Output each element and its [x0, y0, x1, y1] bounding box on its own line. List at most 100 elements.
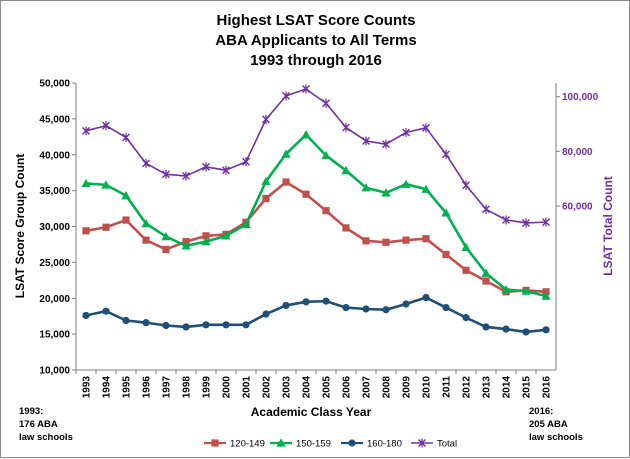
x-tick-label: 2005: [322, 376, 333, 399]
point-total: [362, 136, 370, 146]
legend-marker: [276, 438, 286, 447]
point-160-180: [162, 321, 170, 330]
left-tick-label: 20,000: [39, 294, 70, 305]
point-total: [82, 126, 90, 136]
right-tick-label: 60,000: [562, 202, 593, 213]
left-tick-label: 15,000: [39, 330, 70, 341]
point-150-159: [281, 149, 291, 158]
point-120-149: [482, 277, 490, 285]
point-160-180: [382, 306, 390, 314]
point-120-149: [382, 238, 390, 246]
legend-marker: [348, 439, 356, 447]
point-120-149: [442, 250, 450, 259]
line-150-159: [85, 133, 547, 298]
point-total: [482, 204, 490, 214]
point-total: [502, 215, 510, 225]
left-tick-label: 45,000: [39, 114, 70, 125]
point-150-159: [121, 191, 131, 200]
title-line-2: ABA Applicants to All Terms: [215, 32, 416, 49]
point-total: [122, 132, 130, 142]
legend-label: Total: [437, 439, 457, 450]
x-tick-label: 1996: [142, 376, 153, 399]
x-ticks: 1993 1994 1995 1996 1997 1998 1999 2000 2001 2002…: [75, 370, 553, 399]
y-axis-title: LSAT Score Group Count: [13, 154, 27, 298]
legend-item-160-180: 160-180: [341, 439, 402, 450]
left-tick-label: 30,000: [39, 222, 70, 233]
x-tick-label: 1997: [162, 376, 173, 399]
point-160-180: [402, 300, 410, 308]
point-150-159: [321, 150, 331, 160]
x-tick-label: 2009: [402, 376, 413, 399]
point-total: [302, 84, 310, 94]
point-total: [542, 217, 550, 227]
point-total: [322, 98, 330, 108]
point-total: [202, 162, 210, 172]
point-total: [522, 218, 530, 228]
point-total: [182, 171, 190, 181]
line-total: [85, 88, 547, 224]
line-160-180: [85, 296, 547, 334]
point-150-159: [301, 130, 311, 139]
chart-title: Highest LSAT Score Counts ABA Applicants…: [215, 12, 416, 69]
legend-marker: [211, 439, 219, 447]
point-160-180: [242, 321, 250, 329]
point-160-180: [542, 326, 550, 334]
point-120-149: [142, 236, 150, 244]
point-150-159: [261, 176, 271, 185]
point-160-180: [282, 301, 290, 310]
legend-item-total: Total: [411, 438, 457, 450]
point-total: [342, 123, 350, 133]
point-160-180: [142, 319, 150, 327]
right-tick-label: 100,000: [562, 92, 599, 103]
annotation-right-line-3: law schools: [529, 432, 583, 443]
legend-label: 160-180: [367, 439, 402, 450]
point-160-180: [182, 323, 190, 331]
x-tick-label: 2013: [482, 376, 493, 399]
right-y-axis-title: LSAT Total Count: [601, 176, 615, 276]
point-total: [442, 149, 450, 159]
point-150-159: [221, 231, 231, 240]
point-120-149: [282, 178, 290, 186]
point-150-159: [341, 165, 351, 175]
point-160-180: [462, 314, 470, 322]
point-total: [422, 123, 430, 133]
title-line-1: Highest LSAT Score Counts: [217, 12, 416, 29]
point-total: [382, 139, 390, 149]
x-tick-label: 2004: [302, 376, 313, 399]
legend-label: 120-149: [230, 439, 265, 450]
point-total: [222, 165, 230, 175]
annotation-left-line-1: 1993:: [19, 406, 43, 417]
legend-item-150-159: 150-159: [270, 438, 331, 450]
point-120-149: [342, 224, 350, 232]
point-160-180: [522, 328, 530, 336]
left-tick-label: 50,000: [39, 79, 70, 90]
x-tick-label: 2016: [542, 376, 553, 399]
x-tick-label: 2008: [382, 376, 393, 399]
point-160-180: [362, 305, 370, 313]
point-120-149: [102, 223, 110, 231]
point-150-159: [201, 236, 211, 246]
point-150-159: [441, 208, 451, 217]
x-tick-label: 2001: [242, 376, 253, 399]
point-150-159: [481, 268, 491, 277]
x-tick-label: 2007: [362, 376, 373, 399]
point-120-149: [462, 266, 470, 274]
legend-item-120-149: 120-149: [204, 439, 265, 450]
point-160-180: [502, 325, 510, 333]
point-160-180: [82, 311, 90, 320]
right-y-ticks: 60,000 80,000 100,000: [556, 92, 599, 213]
point-120-149: [322, 207, 330, 215]
legend-marker: [418, 438, 426, 448]
point-160-180: [102, 307, 110, 315]
point-total: [102, 121, 110, 131]
point-120-149: [422, 235, 430, 243]
x-tick-label: 2002: [262, 376, 273, 399]
x-tick-label: 2014: [502, 376, 513, 399]
point-total: [262, 114, 270, 124]
series-150-159: [81, 130, 551, 300]
point-120-149: [162, 245, 170, 254]
annotation-left-line-3: law schools: [19, 432, 73, 443]
point-150-159: [521, 286, 531, 295]
